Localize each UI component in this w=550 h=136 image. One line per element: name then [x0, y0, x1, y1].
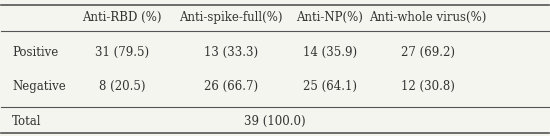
Text: Anti-spike-full(%): Anti-spike-full(%) [179, 11, 283, 24]
Text: Anti-RBD (%): Anti-RBD (%) [82, 11, 162, 24]
Text: Anti-whole virus(%): Anti-whole virus(%) [370, 11, 487, 24]
Text: 39 (100.0): 39 (100.0) [244, 115, 306, 128]
Text: Total: Total [12, 115, 42, 128]
Text: 26 (66.7): 26 (66.7) [204, 80, 258, 93]
Text: 14 (35.9): 14 (35.9) [302, 46, 357, 58]
Text: 8 (20.5): 8 (20.5) [98, 80, 145, 93]
Text: 13 (33.3): 13 (33.3) [204, 46, 258, 58]
Text: 12 (30.8): 12 (30.8) [402, 80, 455, 93]
Text: Negative: Negative [12, 80, 66, 93]
Text: 31 (79.5): 31 (79.5) [95, 46, 149, 58]
Text: Positive: Positive [12, 46, 59, 58]
Text: 25 (64.1): 25 (64.1) [302, 80, 357, 93]
Text: 27 (69.2): 27 (69.2) [401, 46, 455, 58]
Text: Anti-NP(%): Anti-NP(%) [296, 11, 363, 24]
